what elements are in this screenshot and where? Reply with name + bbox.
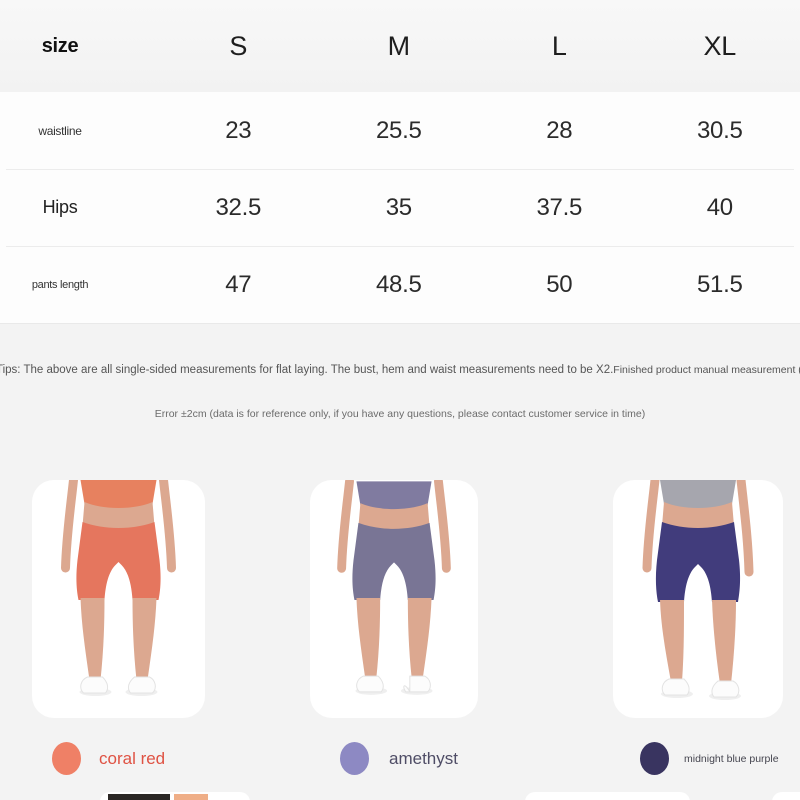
table-row-pants-length: pants length 47 48.5 50 51.5 <box>0 246 800 323</box>
column-header-l: L <box>551 30 567 61</box>
midnight-blue-purple-swatch-icon <box>640 742 669 775</box>
model-photo-midnight-blue-purple <box>613 480 783 718</box>
error-tolerance-note: Error ±2cm (data is for reference only, … <box>154 408 646 420</box>
size-chart-header-row: size S M L XL <box>0 0 800 92</box>
model-figure-illustration <box>642 480 754 700</box>
hips-value-xl: 40 <box>706 193 733 221</box>
colorway-midnight-blue-purple: midnight blue purple <box>640 742 779 775</box>
column-header-s: S <box>229 30 248 61</box>
model-figure-illustration <box>337 480 451 695</box>
thumbnail-orange-image <box>174 794 208 800</box>
colorway-amethyst: amethyst <box>340 742 458 775</box>
pants-length-value-l: 50 <box>546 270 573 298</box>
hips-value-m: 35 <box>385 193 412 221</box>
pants-length-value-s: 47 <box>225 270 252 298</box>
model-photo-amethyst <box>310 480 478 718</box>
row-label-pants-length: pants length <box>31 278 89 291</box>
hips-value-s: 32.5 <box>215 193 261 221</box>
size-header-label: size <box>41 34 79 57</box>
next-row-card-partial <box>772 792 800 800</box>
tips-note: Tips: The above are all single-sided mea… <box>0 364 614 376</box>
next-row-card-partial <box>525 792 690 800</box>
midnight-blue-purple-label: midnight blue purple <box>684 752 779 765</box>
next-row-card-partial <box>100 792 250 800</box>
measurement-notes-row: Tips: The above are all single-sided mea… <box>0 364 800 376</box>
column-header-xl: XL <box>703 30 737 61</box>
unit-note: Finished product manual measurement (uni… <box>613 364 800 376</box>
size-chart-table: size S M L XL waistline 23 25.5 28 30.5 … <box>0 0 800 323</box>
table-row-hips: Hips 32.5 35 37.5 40 <box>0 169 800 246</box>
waistline-value-s: 23 <box>225 116 252 144</box>
coral-red-label: coral red <box>99 748 166 768</box>
table-row-waistline: waistline 23 25.5 28 30.5 <box>0 92 800 169</box>
hips-value-l: 37.5 <box>536 193 582 221</box>
amethyst-swatch-icon <box>340 742 369 775</box>
colorway-coral-red: coral red <box>52 742 165 775</box>
amethyst-label: amethyst <box>389 748 458 768</box>
model-figure-illustration <box>61 480 176 696</box>
pants-length-value-xl: 51.5 <box>696 270 743 298</box>
row-label-waistline: waistline <box>38 123 82 138</box>
thumbnail-dark-image <box>108 794 170 800</box>
waistline-value-m: 25.5 <box>375 116 422 144</box>
pants-length-value-m: 48.5 <box>375 270 422 298</box>
row-label-hips: Hips <box>42 197 78 217</box>
size-chart-body: waistline 23 25.5 28 30.5 Hips 32.5 35 3… <box>0 92 800 323</box>
waistline-value-xl: 30.5 <box>696 116 743 144</box>
coral-red-swatch-icon <box>52 742 81 775</box>
model-photo-coral-red <box>32 480 205 718</box>
column-header-m: M <box>387 30 411 61</box>
waistline-value-l: 28 <box>546 116 573 144</box>
